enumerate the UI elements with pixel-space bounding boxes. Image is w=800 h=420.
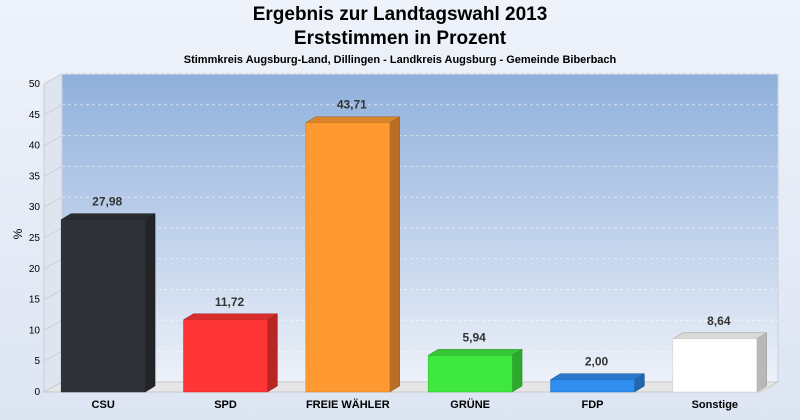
y-tick-label: 15 [29,295,41,306]
chart-title: Ergebnis zur Landtagswahl 2013 [252,4,548,25]
bar-value-label: 5,94 [462,330,486,344]
bar-top [671,332,768,340]
bar-spd [183,319,268,393]
gridline-side [43,196,63,208]
bar-top [182,313,279,321]
bar-top [60,213,156,220]
x-category-label: CSU [92,399,115,411]
bar-sonstige [672,338,758,393]
y-tick-label: 40 [29,141,41,152]
bar-value-label: 8,64 [707,314,731,328]
gridline-side [43,319,63,331]
y-tick-label: 45 [29,110,41,121]
x-category-label: FREIE WÄHLER [306,398,390,411]
bar-value-label: 43,71 [337,98,367,112]
bar-gr-ne [427,355,513,393]
chart-title-line2: Erststimmen in Prozent [293,28,507,49]
bar-value-label: 2,00 [585,355,609,369]
gridline-side [43,73,63,85]
bar-value-label: 11,72 [215,295,245,309]
gridline-side [43,165,63,177]
y-tick-label: 10 [29,325,41,336]
y-tick-label: 20 [29,264,41,275]
bar-fdp [550,379,635,393]
bar-top [427,349,523,356]
y-tick-label: 35 [29,171,41,182]
gridline-side [43,104,63,116]
gridline-side [43,227,63,239]
bar-top [549,373,646,380]
bar-value-label: 27,98 [92,195,122,209]
y-axis-label: % [11,228,25,239]
gridline-side [43,289,63,301]
y-tick-label: 30 [29,202,41,213]
chart-subtitle: Stimmkreis Augsburg-Land, Dillingen - La… [183,54,617,66]
bar-side [144,213,156,393]
bar-csu [60,219,146,393]
x-category-label: SPD [214,399,237,411]
y-tick-label: 50 [29,79,41,90]
bar-side [389,116,400,393]
x-category-label: FDP [582,399,604,411]
gridline-side [43,135,63,147]
bar-side [511,348,523,393]
y-tick-label: 5 [34,356,40,367]
bar-top [304,116,401,123]
y-tick-label: 0 [34,387,40,398]
bar-side [267,313,278,393]
y-tick-label: 25 [29,233,41,244]
gridline-side [43,350,63,362]
bar-freie-w-hler [305,122,391,393]
x-category-label: GRÜNE [450,398,490,411]
gridline-side [43,258,63,270]
bar-side [756,332,767,393]
x-category-label: Sonstige [692,399,738,411]
